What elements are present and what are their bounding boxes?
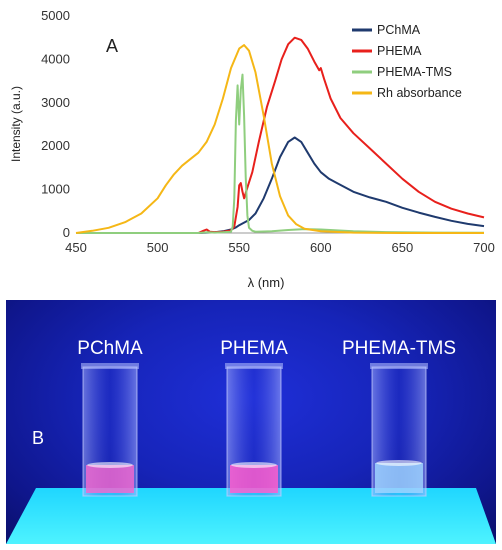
legend-entry: PHEMA: [377, 44, 422, 58]
cuvette-illustration: [6, 363, 496, 544]
y-tick-label: 2000: [41, 138, 70, 153]
cuvette-photo: B PChMA PHEMA PHEMA-TMS: [6, 300, 496, 544]
y-tick-label: 1000: [41, 182, 70, 197]
fluorescent-liquid: [375, 463, 423, 493]
legend-entry: PChMA: [377, 23, 421, 37]
y-tick-label: 0: [63, 225, 70, 240]
y-tick-label: 3000: [41, 95, 70, 110]
line-chart: 450 500 550 600 650 700010002000300040005000 …: [9, 8, 495, 290]
series-line-phema-tms: [76, 73, 485, 234]
y-axis-title: Intensity (a.u.): [9, 86, 23, 162]
series-line-pchma: [76, 136, 485, 234]
x-tick-label: 700: [473, 240, 495, 255]
bench-surface: [6, 488, 496, 544]
x-axis-title: λ (nm): [248, 275, 285, 290]
cuvette-label-phema: PHEMA: [220, 338, 288, 359]
fluorescent-liquid: [230, 465, 278, 493]
legend-entry: PHEMA-TMS: [377, 65, 452, 79]
cuvette: [225, 363, 283, 497]
x-tick-label: 550: [228, 240, 250, 255]
fluorescent-liquid: [86, 465, 134, 493]
x-tick-label: 600: [310, 240, 332, 255]
x-tick-label: 450: [65, 240, 87, 255]
legend-entry: Rh absorbance: [377, 86, 462, 100]
cuvette-label-pchma: PChMA: [77, 338, 143, 359]
x-tick-label: 500: [147, 240, 169, 255]
cuvette: [81, 363, 139, 497]
y-tick-label: 5000: [41, 8, 70, 23]
y-tick-label: 4000: [41, 51, 70, 66]
chart-panel: 450 500 550 600 650 700 0 1000 2000 3000 4000 5000 …: [9, 8, 495, 290]
cuvette: [370, 363, 428, 497]
series-line-rh-absorbance: [75, 44, 484, 234]
panel-label-b: B: [32, 428, 45, 448]
x-tick-label: 650: [392, 240, 414, 255]
panel-label-a: A: [106, 36, 118, 56]
cuvette-label-phema-tms: PHEMA-TMS: [342, 338, 456, 359]
